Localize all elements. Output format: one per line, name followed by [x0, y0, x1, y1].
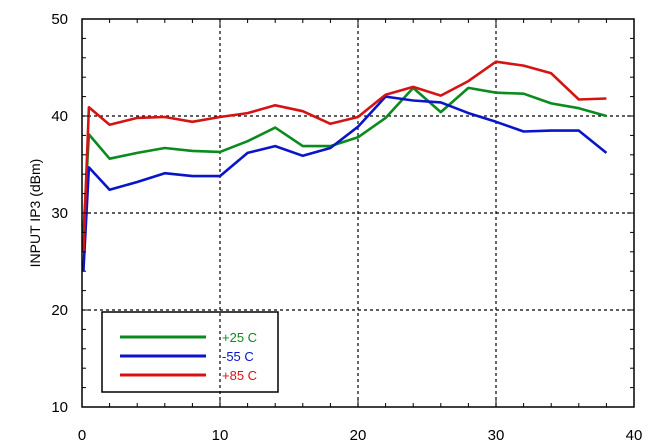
x-axis-tick-labels: 0 10 20 30 40	[78, 427, 643, 444]
x-tick-label-20: 20	[350, 427, 367, 444]
series-line-0	[82, 86, 607, 233]
x-tick-label-30: 30	[488, 427, 505, 444]
x-tick-label-10: 10	[212, 427, 229, 444]
y-tick-label-10: 10	[51, 399, 68, 416]
legend-label-1: -55 C	[222, 349, 254, 364]
series-line-2	[82, 60, 607, 252]
y-axis-label: INPUT IP3 (dBm)	[27, 159, 43, 268]
legend-label-0: +25 C	[222, 330, 257, 345]
legend: +25 C -55 C +85 C	[101, 311, 279, 393]
y-tick-label-30: 30	[51, 205, 68, 222]
y-tick-label-20: 20	[51, 302, 68, 319]
series-line-1	[82, 95, 608, 272]
y-tick-label-50: 50	[51, 11, 68, 28]
legend-box	[101, 311, 279, 393]
legend-label-2: +85 C	[222, 368, 257, 383]
series-lines	[82, 60, 608, 272]
y-tick-label-40: 40	[51, 108, 68, 125]
x-tick-label-0: 0	[78, 427, 86, 444]
x-tick-label-40: 40	[626, 427, 643, 444]
y-axis-tick-labels: 10 20 30 40 50	[51, 11, 68, 416]
axis-ticks	[81, 18, 635, 408]
grid-lines	[82, 19, 634, 407]
